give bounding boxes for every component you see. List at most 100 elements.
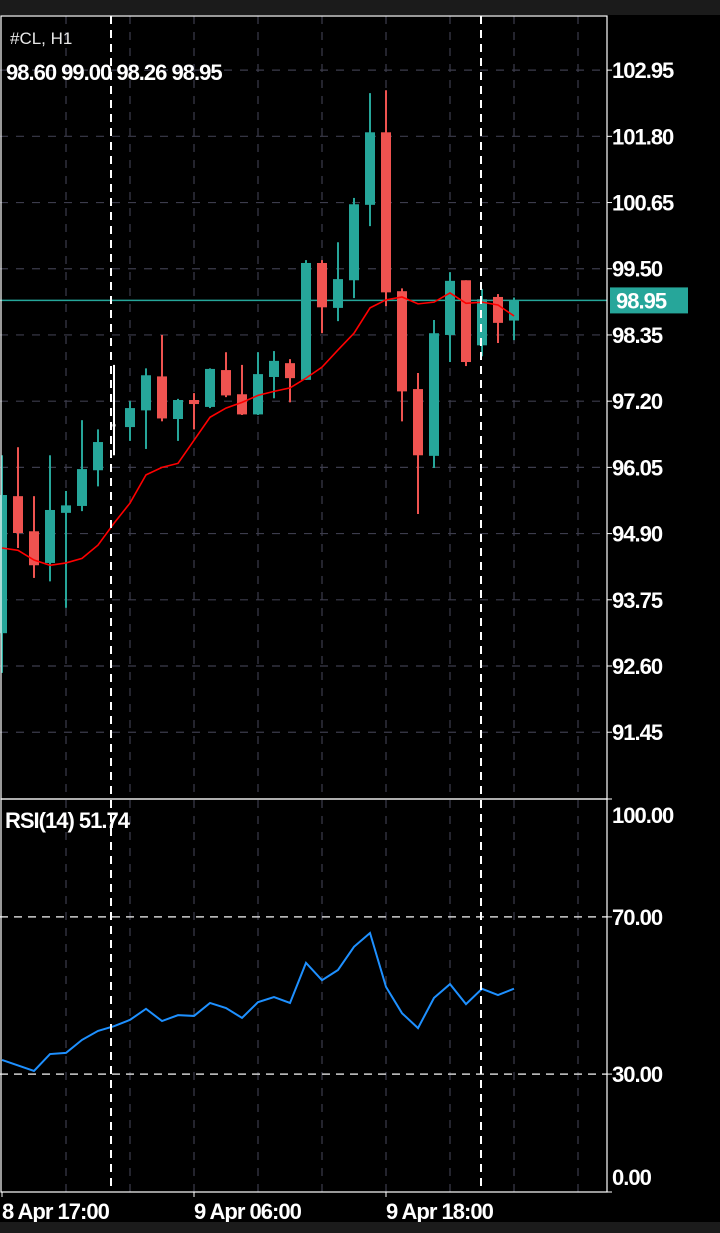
candle — [445, 272, 455, 363]
current-price-label: 98.95 — [616, 288, 667, 313]
candle — [461, 280, 471, 367]
candle-body — [29, 531, 39, 566]
price-tick-label: 99.50 — [612, 257, 663, 282]
rsi-tick-label: 0.00 — [612, 1165, 652, 1190]
candle — [125, 401, 135, 441]
candle — [112, 364, 116, 456]
candle — [29, 496, 39, 578]
candle-body — [317, 262, 327, 308]
rsi-level-lines — [0, 916, 607, 1075]
candle — [509, 297, 519, 341]
candle — [93, 429, 103, 487]
time-axis: 8 Apr 17:00 9 Apr 06:00 9 Apr 18:00 — [1, 1192, 495, 1224]
candle-body — [157, 376, 167, 419]
price-tick-label: 91.45 — [612, 720, 663, 745]
main-panel-border — [0, 15, 608, 800]
candle — [189, 393, 199, 430]
candle-body — [45, 509, 55, 563]
candle — [365, 93, 375, 227]
candle-body — [0, 495, 7, 634]
candle-body — [381, 132, 391, 293]
price-tick-label: 101.80 — [612, 124, 674, 149]
crosshair — [110, 16, 482, 1192]
candle — [493, 294, 503, 344]
price-tick-label: 98.35 — [612, 323, 663, 348]
candle — [413, 372, 423, 515]
price-tick-label: 102.95 — [612, 58, 674, 83]
navigation-bar — [0, 1222, 720, 1233]
rsi-axis: 100.00 70.00 30.00 0.00 — [607, 798, 675, 1193]
candle — [381, 90, 391, 307]
candle-body — [93, 442, 103, 471]
candle — [221, 352, 231, 398]
candle — [237, 364, 247, 415]
price-tick-label: 92.60 — [612, 654, 663, 679]
symbol-timeframe-label: #CL, H1 — [10, 29, 73, 48]
candle — [317, 260, 327, 334]
grid-lines — [0, 16, 607, 1192]
candle-body — [61, 505, 71, 513]
candle — [301, 260, 311, 380]
candle-body — [429, 333, 439, 456]
price-tick-label: 100.65 — [612, 191, 674, 216]
status-bar — [0, 0, 720, 15]
candle — [45, 455, 55, 582]
candle — [429, 319, 439, 468]
time-tick-label: 8 Apr 17:00 — [2, 1199, 110, 1224]
price-axis: 102.95 101.80 100.65 99.50 98.35 97.20 96.05 94… — [607, 58, 675, 745]
price-tick-label: 94.90 — [612, 522, 663, 547]
price-tick-label: 97.20 — [612, 389, 663, 414]
panel-borders — [0, 15, 608, 1193]
rsi-tick-label: 30.00 — [612, 1062, 663, 1087]
candle — [77, 420, 87, 512]
candle — [13, 447, 23, 548]
price-tick-label: 96.05 — [612, 455, 663, 480]
candle — [253, 352, 263, 415]
candle — [397, 288, 407, 422]
rsi-panel-border — [0, 798, 608, 1193]
rsi-indicator-label: RSI(14) 51.74 — [5, 808, 130, 833]
moving-average-line — [1, 291, 515, 567]
candle-body — [141, 375, 151, 411]
candle-body — [205, 368, 215, 407]
candle-body — [237, 394, 247, 415]
candle-body — [221, 370, 231, 396]
rsi-tick-label: 70.00 — [612, 905, 663, 930]
candle-body — [349, 204, 359, 281]
candle-body — [77, 469, 87, 506]
candle-body — [413, 389, 423, 456]
candle — [157, 334, 167, 422]
candle-body — [365, 132, 375, 205]
candle-body — [445, 280, 455, 335]
candle-body — [493, 296, 503, 323]
candle — [61, 490, 71, 608]
candle-body — [333, 279, 343, 308]
candle-body — [397, 291, 407, 392]
candle — [0, 455, 7, 673]
candles — [0, 90, 519, 673]
price-tick-label: 93.75 — [612, 588, 663, 613]
rsi-tick-label: 100.00 — [612, 803, 674, 828]
rsi-line — [1, 931, 515, 1073]
candle-body — [461, 280, 471, 363]
candle — [285, 359, 295, 403]
candle-body — [13, 496, 23, 534]
candle-body — [509, 300, 519, 321]
candle-body — [269, 360, 279, 377]
candle-body — [477, 299, 487, 346]
candle — [269, 351, 279, 399]
candle-body — [173, 400, 183, 420]
candle — [349, 197, 359, 299]
candle — [205, 368, 215, 409]
candle-body — [125, 408, 135, 428]
candle — [141, 368, 151, 449]
candle-body — [285, 363, 295, 379]
current-price-badge: 98.95 — [610, 287, 688, 314]
time-tick-label: 9 Apr 06:00 — [194, 1199, 302, 1224]
candle — [333, 242, 343, 322]
ohlc-readout: 98.60 99.00 98.26 98.95 — [6, 60, 223, 85]
time-tick-label: 9 Apr 18:00 — [386, 1199, 494, 1224]
candle-body — [189, 400, 199, 405]
candle-body — [301, 262, 311, 380]
